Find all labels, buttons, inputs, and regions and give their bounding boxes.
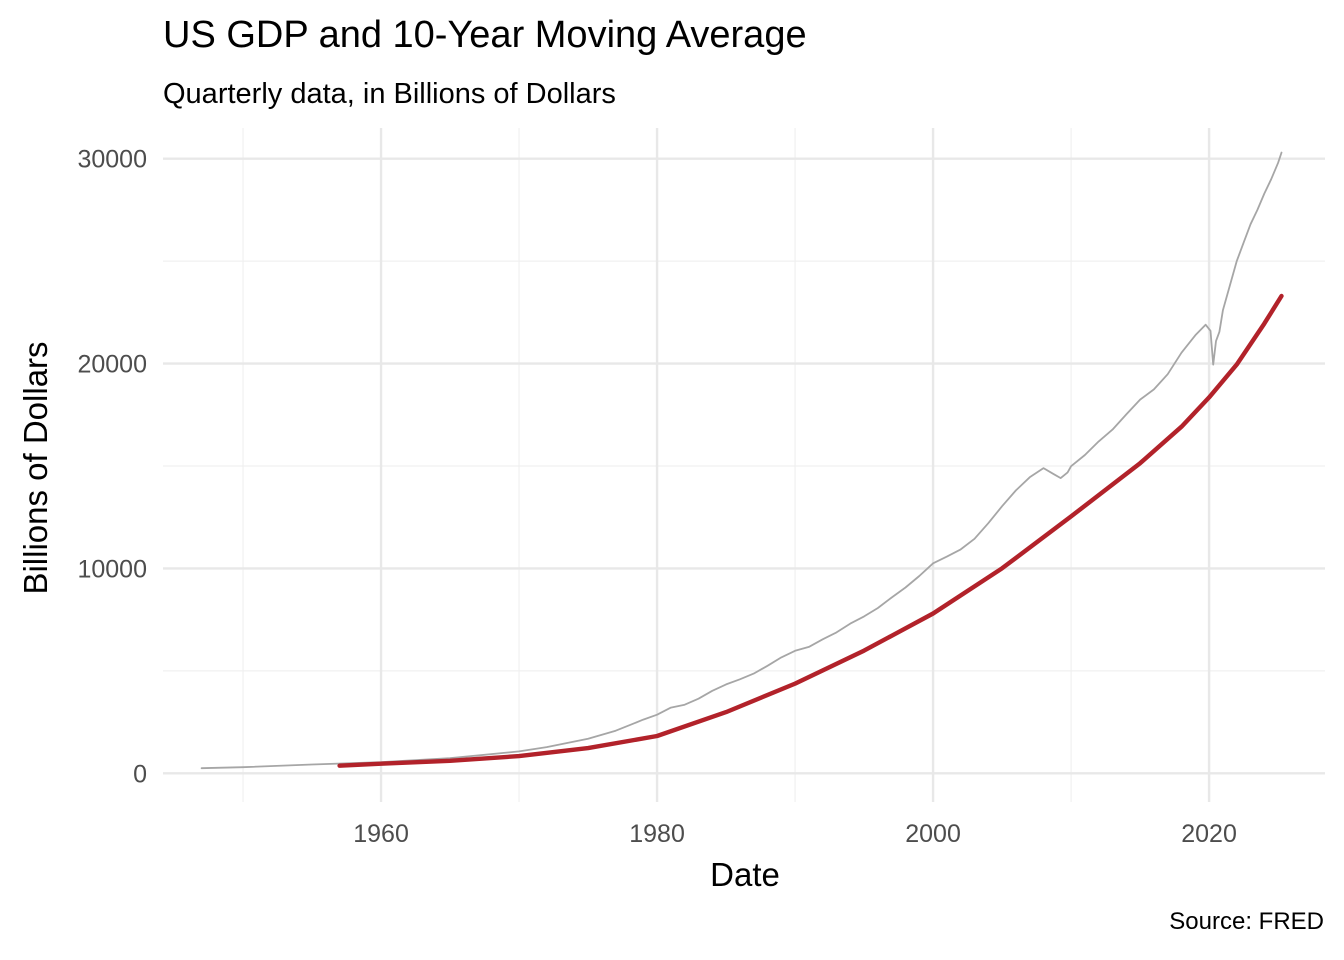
chart-subtitle: Quarterly data, in Billions of Dollars — [163, 78, 616, 110]
x-tick-label-1980: 1980 — [629, 820, 685, 848]
x-axis-label: Date — [710, 856, 780, 893]
x-tick-label-2000: 2000 — [905, 820, 961, 848]
gdp-series-line — [200, 151, 1283, 770]
y-tick-label-0: 0 — [133, 760, 147, 788]
moving-average-series-line — [337, 293, 1284, 768]
y-tick-label-30000: 30000 — [77, 146, 147, 174]
y-tick-label-10000: 10000 — [77, 555, 147, 583]
x-tick-label-1960: 1960 — [353, 820, 409, 848]
y-tick-label-20000: 20000 — [77, 351, 147, 379]
chart-caption: Source: FRED — [1169, 908, 1324, 935]
minor-gridlines — [163, 128, 1325, 802]
y-axis-label: Billions of Dollars — [17, 341, 54, 594]
tick-labels: 1960 1980 2000 2020 0 10000 20000 30000 — [77, 146, 1236, 848]
chart-title: US GDP and 10-Year Moving Average — [163, 14, 807, 56]
x-tick-label-2020: 2020 — [1181, 820, 1237, 848]
series-layer — [200, 151, 1284, 770]
major-gridlines — [163, 128, 1325, 802]
